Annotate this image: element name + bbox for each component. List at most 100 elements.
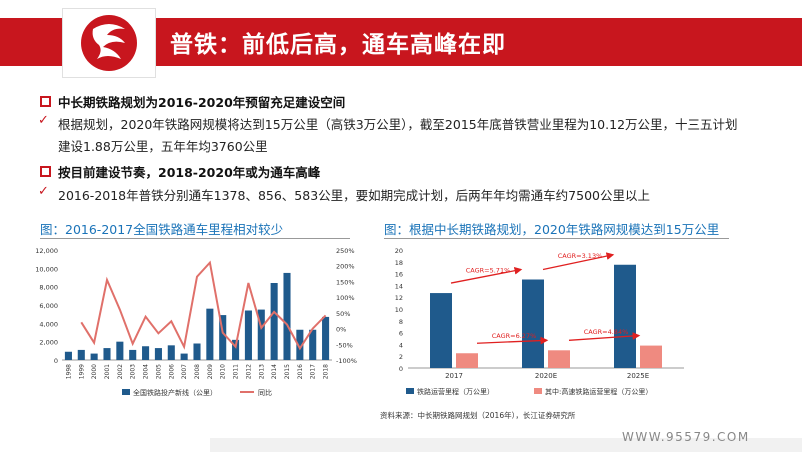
bar-new-line-km <box>283 272 291 360</box>
right-y-tick-label: 150% <box>336 278 355 286</box>
bar-new-line-km <box>90 353 98 360</box>
left-y-tick-label: 4,000 <box>39 320 58 328</box>
right-y-tick-label: 250% <box>336 247 355 255</box>
right-figure-rule <box>384 238 729 239</box>
right-bar-chart: 0 2 4 6 8 10 12 14 16 18 20 2017 2020E 2025E CAGR=5.71… <box>395 247 684 396</box>
bullet-text-1b: 建设1.88万公里，五年年均3760公里 <box>58 139 268 154</box>
legend-label-line: 同比 <box>258 388 272 397</box>
bar-new-line-km <box>232 339 240 360</box>
check-icon: ✓ <box>38 184 49 199</box>
bar-highspeed-km <box>640 345 662 368</box>
title-banner: 普铁：前低后高，通车高峰在即 <box>156 18 802 66</box>
bar-new-line-km <box>257 309 265 360</box>
legend-label-railway: 铁路运营里程（万公里） <box>417 387 494 396</box>
left-combo-chart: 0 2,000 4,000 6,000 8,000 10,000 12,000 -100% -5… <box>35 247 357 397</box>
legend-swatch-highspeed <box>534 388 542 394</box>
footer-bar <box>210 438 802 452</box>
legend-swatch-railway <box>406 388 414 394</box>
bullet-heading-1: 中长期铁路规划为2016-2020年预留充足建设空间 <box>58 95 346 110</box>
x-tick-label: 2003 <box>130 364 137 379</box>
x-tick-label: 2006 <box>168 364 175 379</box>
y-tick-label: 8 <box>399 318 403 326</box>
right-figure-title: 图：根据中长期铁路规划，2020年铁路网规模达到15万公里 <box>384 222 720 237</box>
x-tick-label: 1998 <box>65 364 72 379</box>
bar-new-line-km <box>77 349 85 360</box>
x-tick-label: 2002 <box>117 364 124 379</box>
x-tick-label: 2018 <box>323 364 330 379</box>
x-tick-label: 2025E <box>627 372 649 380</box>
bar-new-line-km <box>116 341 124 360</box>
bar-new-line-km <box>180 353 188 360</box>
x-tick-label: 2013 <box>258 364 265 379</box>
bar-new-line-km <box>244 310 252 360</box>
bar-new-line-km <box>309 329 317 360</box>
cagr-arrow <box>450 266 523 284</box>
x-tick-label: 2017 <box>310 364 317 379</box>
bar-new-line-km <box>154 348 162 360</box>
cagr-label: CAGR=6.27% <box>492 332 537 340</box>
right-y-tick-label: 100% <box>336 294 355 302</box>
right-y-tick-label: 0% <box>336 326 346 334</box>
bar-railway-km <box>430 293 452 368</box>
x-tick-label: 2008 <box>194 364 201 379</box>
cagr-label: CAGR=5.71% <box>466 266 511 274</box>
x-tick-label: 2001 <box>104 364 111 379</box>
y-tick-label: 4 <box>399 341 403 349</box>
x-tick-label: 2020E <box>535 372 557 380</box>
bar-new-line-km <box>142 346 150 360</box>
bar-new-line-km <box>296 329 304 360</box>
check-icon: ✓ <box>38 113 49 128</box>
bullet-square-icon <box>40 96 51 107</box>
legend-label-highspeed: 其中:高速铁路运营里程（万公里） <box>545 387 652 396</box>
x-tick-label: 2015 <box>284 364 291 379</box>
cagr-arrow <box>568 332 641 341</box>
bar-railway-km <box>522 279 544 368</box>
bar-new-line-km <box>167 345 175 360</box>
bar-new-line-km <box>129 349 137 360</box>
bar-new-line-km <box>193 343 201 360</box>
bar-highspeed-km <box>548 350 570 368</box>
right-y-tick-label: -50% <box>336 341 353 349</box>
x-tick-label: 2007 <box>181 364 188 379</box>
x-tick-label: 2004 <box>143 364 150 379</box>
source-note: 资料来源：中长期铁路网规划（2016年），长江证券研究所 <box>380 411 576 420</box>
left-y-tick-label: 6,000 <box>39 302 58 310</box>
y-tick-label: 20 <box>395 247 403 255</box>
right-y-tick-label: 50% <box>336 310 350 318</box>
x-tick-label: 2011 <box>233 364 240 379</box>
left-y-tick-label: 2,000 <box>39 339 58 347</box>
left-figure-title: 图：2016-2017全国铁路通车里程相对较少 <box>40 222 284 237</box>
x-tick-label: 2005 <box>155 364 162 379</box>
watermark: WWW.95579.COM <box>622 430 750 444</box>
bar-new-line-km <box>322 316 330 360</box>
yoy-growth-line <box>80 260 327 351</box>
legend-label-bar: 全国铁路投产新线（公里） <box>133 388 217 397</box>
left-y-tick-label: 8,000 <box>39 284 58 292</box>
y-tick-label: 0 <box>399 365 403 373</box>
bullet-heading-2: 按目前建设节奏，2018-2020年或为通车高峰 <box>58 165 321 180</box>
right-y-tick-label: 200% <box>336 263 355 271</box>
left-y-tick-label: 0 <box>54 357 58 365</box>
logo-icon <box>81 15 137 71</box>
x-tick-label: 2016 <box>297 364 304 379</box>
cagr-label: CAGR=3.13% <box>558 252 603 260</box>
bar-new-line-km <box>270 283 278 360</box>
x-tick-label: 2009 <box>207 364 214 379</box>
page-title: 普铁：前低后高，通车高峰在即 <box>170 32 506 58</box>
bar-new-line-km <box>219 315 227 360</box>
bar-new-line-km <box>64 351 72 360</box>
cagr-arrow <box>476 336 549 345</box>
y-tick-label: 14 <box>395 282 403 290</box>
company-logo <box>62 8 156 78</box>
x-tick-label: 2017 <box>445 372 463 380</box>
x-tick-label: 1999 <box>78 364 85 379</box>
bullet-text-1a: 根据规划，2020年铁路网规模将达到15万公里（高铁3万公里），截至2015年底… <box>58 117 738 132</box>
left-figure-rule <box>40 238 350 239</box>
bar-railway-km <box>614 264 636 368</box>
header-accent-bar <box>0 18 62 66</box>
x-tick-label: 2012 <box>245 364 252 379</box>
x-tick-label: 2014 <box>271 364 278 379</box>
y-tick-label: 6 <box>399 330 403 338</box>
cagr-label: CAGR=4.84% <box>584 328 629 336</box>
x-tick-label: 2010 <box>220 364 227 379</box>
